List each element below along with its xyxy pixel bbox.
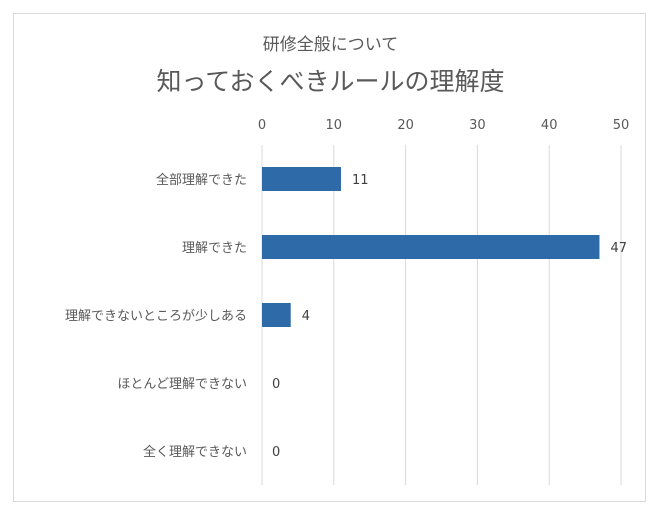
chart-subtitle: 研修全般について <box>262 35 399 55</box>
category-label: 理解できた <box>182 241 247 256</box>
bar <box>262 303 291 327</box>
x-tick-label: 20 <box>397 118 414 133</box>
x-tick-label: 30 <box>469 118 486 133</box>
x-tick-label: 10 <box>326 118 343 133</box>
category-label: ほとんど理解できない <box>117 377 247 392</box>
data-label: 4 <box>302 309 310 324</box>
x-tick-label: 40 <box>541 118 558 133</box>
category-label: 全部理解できた <box>156 172 247 188</box>
data-label: 11 <box>352 173 369 188</box>
x-tick-label: 50 <box>613 118 630 133</box>
bar <box>262 167 341 191</box>
chart-title: 知っておくべきルールの理解度 <box>156 67 505 96</box>
data-label: 0 <box>272 377 280 392</box>
category-label: 理解できないところが少しある <box>65 309 247 324</box>
x-tick-label: 0 <box>258 118 266 133</box>
data-label: 0 <box>272 445 280 460</box>
bar <box>262 235 600 259</box>
category-label: 全く理解できない <box>143 444 247 460</box>
data-label: 47 <box>610 241 627 256</box>
